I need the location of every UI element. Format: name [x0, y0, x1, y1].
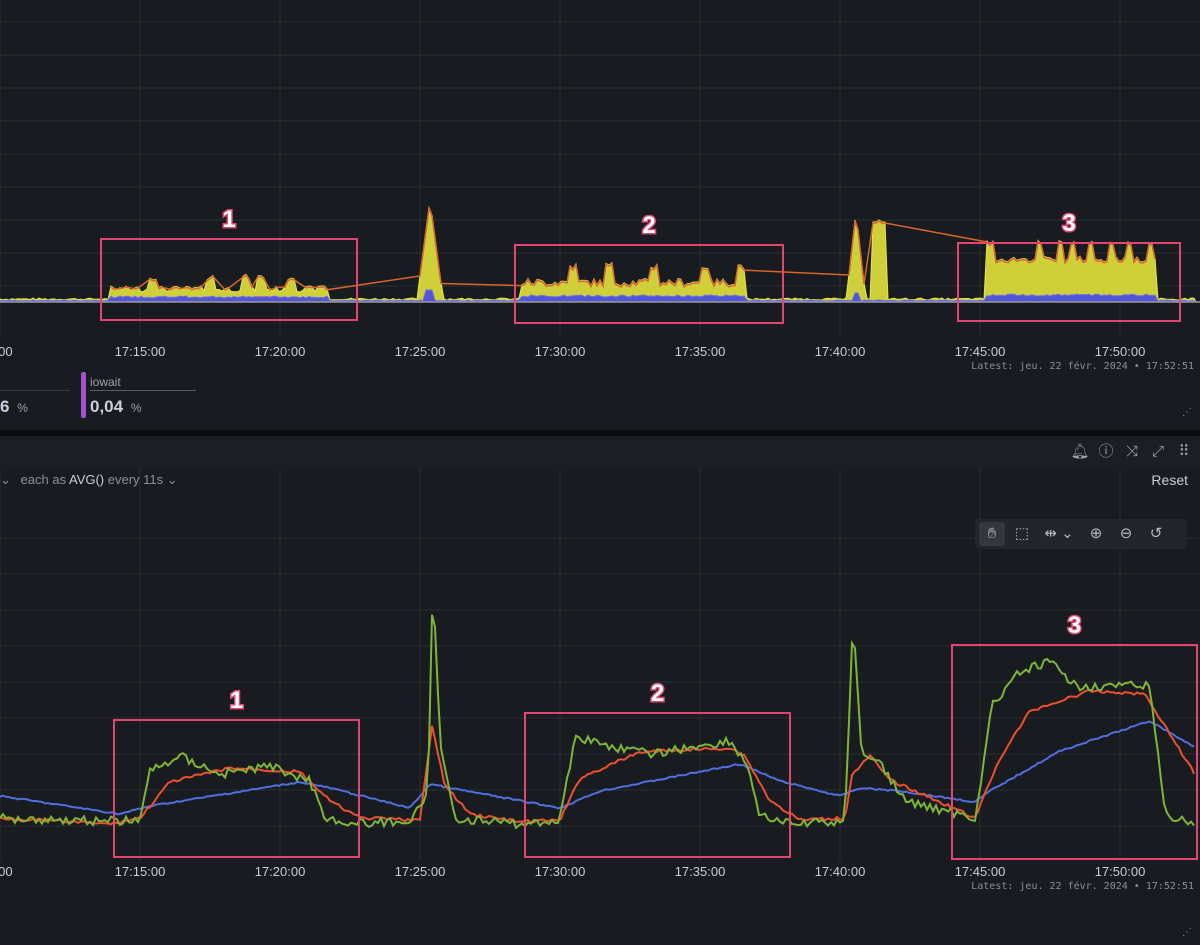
legend-prev-value: 6 [0, 397, 10, 416]
legend-iowait-name[interactable]: iowait [90, 375, 121, 389]
x-tick-label: 17:35:00 [674, 344, 726, 359]
pan-hand-icon[interactable]: ✋︎ [979, 522, 1005, 546]
annotation-label: 2 [642, 212, 655, 239]
legend-iowait-unit: % [130, 401, 142, 415]
x-tick-label: 0:00 [0, 864, 13, 879]
legend-prev-unit: % [17, 401, 28, 415]
cpu-area-chart: 1 2 3 [0, 0, 1200, 335]
zoom-out-icon[interactable]: ⊖ [1119, 525, 1133, 542]
avg-green-line [0, 614, 1195, 830]
query-summary[interactable]: ⌄ each as AVG() every 11s ⌄ [0, 472, 178, 488]
resize-handle-icon[interactable]: ⋰ [1182, 407, 1192, 418]
bottom-grid [0, 470, 1200, 861]
x-tick-label: 17:20:00 [254, 344, 306, 359]
annotation-box [957, 242, 1181, 322]
chart-toolbar: ✋︎ ⬚ ⇹ ⌄ ⊕ ⊖ ↺ [975, 519, 1187, 549]
x-tick-label: 17:15:00 [114, 864, 166, 879]
cpu-line-chart: 1 2 3 [0, 470, 1200, 861]
avg-red-line [0, 688, 1195, 826]
annotation-label: 3 [1062, 210, 1075, 237]
x-tick-label: 17:20:00 [254, 864, 306, 879]
box-select-icon[interactable]: ⬚ [1014, 525, 1030, 542]
info-icon[interactable]: ⓘ [1098, 443, 1114, 460]
expand-icon[interactable]: ⤢ [1151, 443, 1164, 460]
iowait-area [0, 289, 1198, 303]
vertical-zoom-icon[interactable]: ⇹ ⌄ [1044, 525, 1074, 542]
x-tick-label: 17:30:00 [534, 344, 586, 359]
x-tick-label: 17:45:00 [954, 344, 1006, 359]
legend: 6 % iowait 0,04 % [0, 370, 210, 420]
cpu-panel: 1 2 3 0:00 17:15:00 17:20:00 17:25:00 17:30:00… [0, 0, 1200, 430]
zoom-in-icon[interactable]: ⊕ [1089, 525, 1103, 542]
annotation-box [113, 719, 360, 858]
x-tick-label: 17:15:00 [114, 344, 166, 359]
annotation-label: 3 [1068, 612, 1081, 639]
query-func[interactable]: AVG() [68, 472, 105, 487]
legend-iowait-swatch [81, 372, 86, 418]
reset-zoom-icon[interactable]: ↺ [1149, 525, 1163, 542]
x-tick-label: 17:25:00 [394, 864, 446, 879]
query-suffix[interactable]: every 11s [107, 472, 164, 487]
annotation-boxes: 1 2 3 [113, 611, 1198, 860]
x-tick-label: 17:30:00 [534, 864, 586, 879]
chevron-down-icon[interactable]: ⌄ [166, 472, 178, 487]
avg-blue-line [0, 720, 1195, 816]
annotation-label: 1 [230, 687, 243, 714]
x-tick-label: 17:40:00 [814, 344, 866, 359]
x-tick-label: 17:50:00 [1094, 864, 1146, 879]
annotation-box [100, 238, 358, 321]
annotation-boxes: 1 2 3 [100, 205, 1181, 324]
latest-timestamp: Latest: jeu. 22 févr. 2024 • 17:52:51 [971, 361, 1194, 372]
bell-icon[interactable]: 🔔︎ [1070, 443, 1090, 460]
x-tick-label: 17:50:00 [1094, 344, 1146, 359]
chevron-down-icon[interactable]: ⌄ [0, 472, 11, 487]
annotation-label: 1 [222, 206, 235, 233]
annotation-box [951, 644, 1198, 860]
annotation-box [524, 712, 791, 858]
system-line [110, 205, 1156, 291]
x-tick-label: 17:25:00 [394, 344, 446, 359]
cpu-line-panel: 🔔︎ ⓘ ⤨ ⤢ ⠿ ⌄ each as AVG() every 11s ⌄ R… [0, 436, 1200, 945]
query-prefix: each as [20, 472, 67, 487]
annotation-box [514, 244, 784, 324]
x-tick-label: 17:35:00 [674, 864, 726, 879]
x-tick-label: 0:00 [0, 344, 13, 359]
resize-handle-icon[interactable]: ⋰ [1182, 927, 1192, 938]
reset-button[interactable]: Reset [1151, 472, 1188, 488]
annotation-label: 2 [651, 680, 664, 707]
panel-header: 🔔︎ ⓘ ⤨ ⤢ ⠿ [0, 436, 1200, 470]
latest-timestamp: Latest: jeu. 22 févr. 2024 • 17:52:51 [971, 881, 1194, 892]
x-tick-label: 17:40:00 [814, 864, 866, 879]
drag-icon[interactable]: ⠿ [1178, 443, 1190, 460]
trend-icon[interactable]: ⤨ [1125, 443, 1138, 460]
x-tick-label: 17:45:00 [954, 864, 1006, 879]
legend-iowait-value: 0,04 [90, 397, 124, 416]
